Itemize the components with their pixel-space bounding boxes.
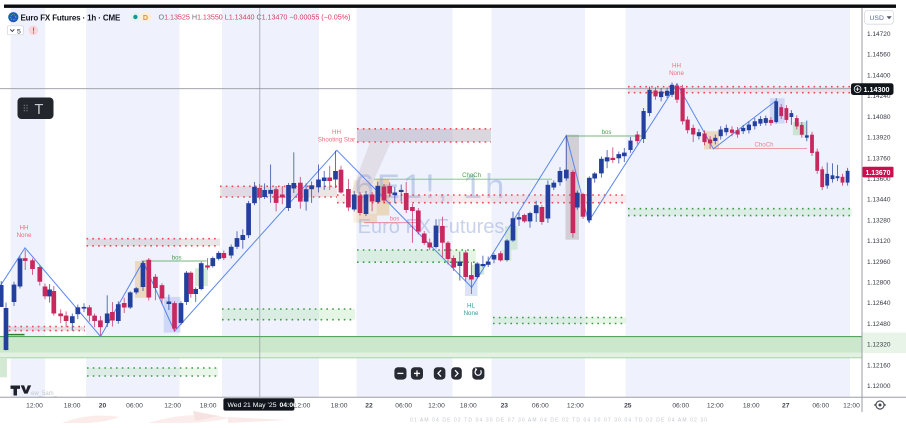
svg-text:18:00: 18:00 [200, 402, 217, 409]
svg-text:HL: HL [467, 303, 475, 310]
svg-text:ew_5am_: ew_5am_ [31, 391, 58, 397]
svg-text:27: 27 [782, 402, 790, 409]
svg-text:12:00: 12:00 [164, 402, 181, 409]
svg-text:18:00: 18:00 [460, 402, 477, 409]
svg-text:18:00: 18:00 [64, 402, 81, 409]
svg-text:06:00: 06:00 [126, 402, 143, 409]
svg-text:1.12000: 1.12000 [867, 383, 891, 390]
svg-text:1.12960: 1.12960 [867, 259, 891, 266]
svg-text:18:00: 18:00 [743, 402, 760, 409]
svg-text:1.14560: 1.14560 [867, 52, 891, 59]
svg-text:Euro FX Futures · 1h · CME: Euro FX Futures · 1h · CME [21, 13, 121, 22]
svg-text:1.12320: 1.12320 [867, 342, 891, 349]
svg-text:O1.13525 H1.13550 L1.13440 C1.: O1.13525 H1.13550 L1.13440 C1.13470 −0.0… [159, 13, 351, 22]
svg-text:18:00: 18:00 [331, 402, 348, 409]
svg-text:!: ! [32, 27, 35, 36]
svg-text:1.13920: 1.13920 [867, 135, 891, 142]
svg-text:1.12160: 1.12160 [867, 362, 891, 369]
svg-text:HH: HH [20, 225, 29, 232]
svg-text:1.13670: 1.13670 [866, 170, 891, 177]
svg-text:12:00: 12:00 [567, 402, 584, 409]
svg-text:12:00: 12:00 [843, 402, 860, 409]
svg-text:USD: USD [870, 15, 884, 22]
svg-text:06:00: 06:00 [532, 402, 549, 409]
svg-text:1.14720: 1.14720 [867, 31, 891, 38]
svg-text:04:00: 04:00 [280, 402, 298, 409]
svg-text:25: 25 [624, 402, 632, 409]
svg-text:T: T [35, 102, 44, 118]
svg-text:1.12480: 1.12480 [867, 321, 891, 328]
svg-text:None: None [464, 310, 479, 317]
svg-text:01 AM 04 DE 02 TD 04 30 DE 07: 01 AM 04 DE 02 TD 04 30 DE 07 30 AM 04 D… [410, 418, 708, 424]
svg-text:None: None [17, 232, 32, 239]
svg-text:06:00: 06:00 [395, 402, 412, 409]
svg-text:1.12800: 1.12800 [867, 280, 891, 287]
svg-text:bos: bos [172, 254, 182, 261]
svg-text:1.14400: 1.14400 [867, 72, 891, 79]
svg-text:ChoCh: ChoCh [755, 142, 774, 149]
svg-text:1.14080: 1.14080 [867, 114, 891, 121]
svg-text:1.13120: 1.13120 [867, 238, 891, 245]
svg-text:06:00: 06:00 [672, 402, 689, 409]
svg-text:HH: HH [672, 63, 681, 70]
svg-text:bos: bos [390, 216, 400, 223]
svg-text:12:00: 12:00 [26, 402, 43, 409]
svg-text:HH: HH [332, 129, 341, 136]
svg-text:None: None [669, 70, 684, 77]
svg-text:D: D [143, 13, 148, 22]
svg-text:1.13760: 1.13760 [867, 155, 891, 162]
svg-text:1.12640: 1.12640 [867, 300, 891, 307]
svg-text:1.13280: 1.13280 [867, 217, 891, 224]
svg-text:Shooting Star: Shooting Star [318, 137, 356, 144]
svg-text:20: 20 [99, 402, 107, 409]
svg-text:Euro FX Futures: Euro FX Futures [358, 216, 505, 238]
svg-text:bos: bos [602, 129, 612, 136]
svg-text:22: 22 [365, 402, 373, 409]
svg-text:12:00: 12:00 [428, 402, 445, 409]
svg-text:1.14300: 1.14300 [864, 85, 890, 94]
svg-text:Wed 21 May ’25: Wed 21 May ’25 [228, 402, 277, 409]
svg-text:12:00: 12:00 [707, 402, 724, 409]
svg-text:1.13440: 1.13440 [867, 197, 891, 204]
svg-text:06:00: 06:00 [812, 402, 829, 409]
svg-text:23: 23 [501, 402, 509, 409]
svg-text:5: 5 [17, 28, 21, 35]
svg-text:ChoCh: ChoCh [462, 172, 481, 179]
